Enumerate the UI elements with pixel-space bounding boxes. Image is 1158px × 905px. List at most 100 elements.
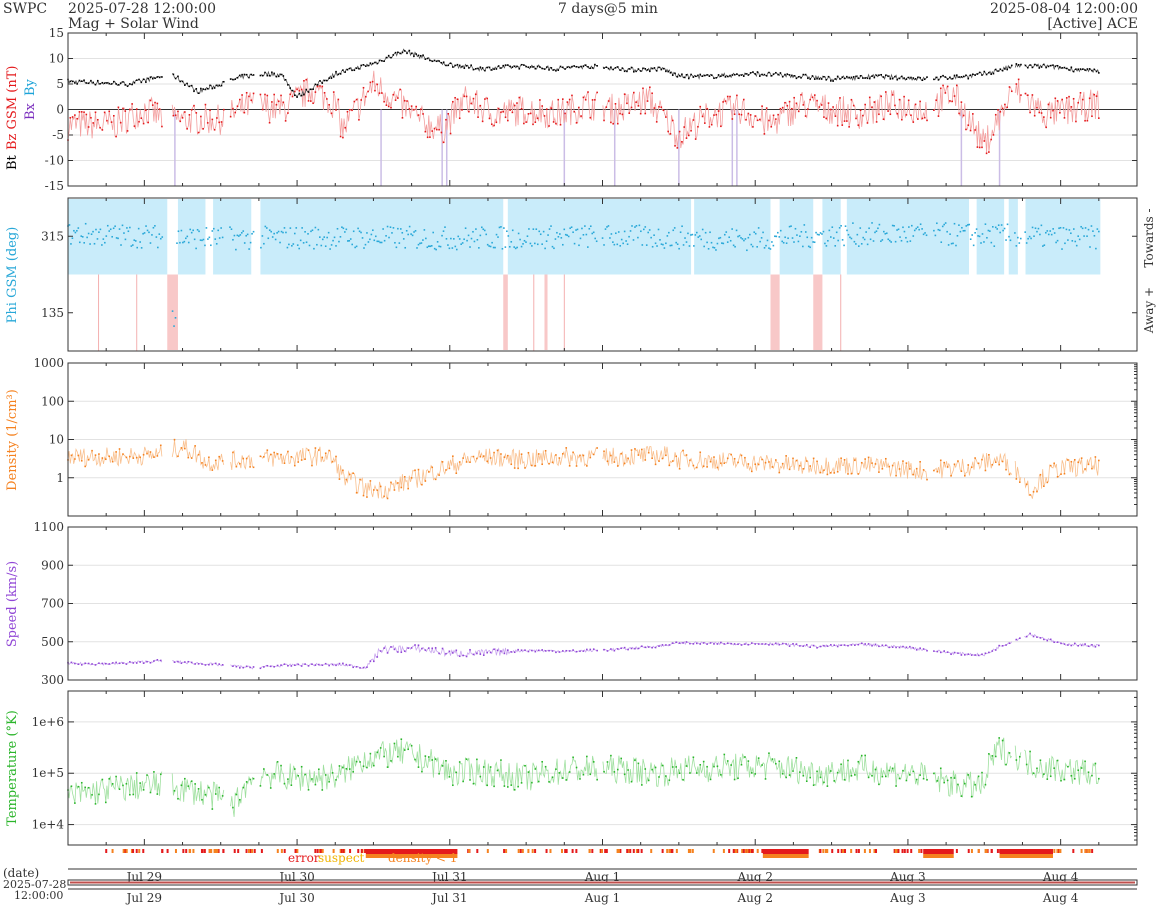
bz-point — [381, 92, 383, 94]
phi-point — [1002, 229, 1004, 232]
bt-point — [328, 77, 330, 79]
speed-point — [465, 655, 468, 658]
phi-point — [268, 229, 271, 232]
phi-point — [1014, 232, 1016, 234]
temperature-point — [534, 768, 537, 770]
density-point — [293, 464, 296, 467]
temperature-point — [218, 786, 220, 789]
speed-point — [273, 665, 275, 668]
temperature-point — [493, 785, 495, 788]
phi-point — [199, 239, 202, 241]
speed-point — [393, 648, 396, 651]
bz-point — [818, 106, 821, 108]
speed-point — [826, 645, 829, 647]
phi-point — [538, 230, 541, 233]
speed-point — [400, 651, 403, 654]
phi-point — [589, 225, 592, 228]
temperature-point — [424, 755, 427, 757]
bz-point — [580, 115, 582, 117]
phi-point — [913, 229, 916, 232]
phi-point — [706, 241, 708, 244]
speed-point — [541, 649, 543, 651]
density-point — [620, 452, 623, 455]
bt-point — [69, 80, 72, 83]
phi-point — [603, 244, 605, 246]
temperature-point — [616, 768, 619, 771]
temperature-point — [878, 783, 880, 786]
density-point — [912, 473, 915, 476]
bt-point — [749, 72, 752, 74]
phi-point — [321, 238, 324, 241]
bz-point — [300, 88, 303, 91]
speed-point — [616, 648, 619, 650]
towards-band — [846, 199, 970, 275]
speed-point — [445, 652, 447, 655]
phi-point — [1078, 238, 1081, 241]
bt-point — [463, 67, 466, 69]
phi-point — [136, 246, 139, 249]
flag-mark — [360, 849, 363, 853]
phi-point — [744, 238, 747, 240]
phi-point — [610, 233, 613, 235]
density-point — [177, 455, 179, 458]
temperature-point — [988, 753, 990, 755]
bt-point — [763, 73, 766, 76]
bz-point — [749, 114, 752, 116]
phi-point — [687, 232, 689, 235]
bz-point — [768, 119, 770, 122]
bt-point — [923, 78, 926, 81]
bt-point — [903, 77, 905, 79]
phi-point — [937, 228, 940, 231]
towards-band — [1008, 199, 1018, 275]
temperature-point — [720, 773, 722, 776]
speed-point — [984, 652, 987, 655]
phi-point — [1019, 237, 1022, 240]
phi-point — [383, 239, 386, 242]
density-point — [1032, 490, 1035, 493]
phi-point — [296, 244, 299, 246]
speed-point — [362, 666, 365, 669]
density-point — [1005, 468, 1007, 471]
phi-point — [323, 236, 326, 238]
bt-point — [296, 96, 298, 98]
bz-point — [442, 141, 445, 144]
flag-mark — [1072, 849, 1075, 853]
speed-point — [87, 662, 90, 665]
bz-point — [284, 120, 287, 122]
bz-point — [939, 87, 942, 90]
bt-point — [470, 64, 472, 67]
bz-point — [589, 116, 592, 119]
phi-point — [888, 239, 891, 242]
bt-point — [653, 67, 656, 69]
temperature-point — [476, 758, 478, 761]
speed-ylabel-group: Speed (km/s) — [5, 561, 20, 647]
bz-point — [623, 93, 626, 95]
bt-point — [222, 80, 225, 83]
bt-point — [999, 68, 1002, 70]
bz-point — [866, 122, 869, 124]
bz-point — [775, 118, 777, 120]
phi-point — [372, 229, 374, 232]
density-point — [977, 462, 980, 465]
phi-point — [373, 239, 376, 242]
temperature-point — [431, 759, 434, 761]
flag-mark — [1088, 849, 1091, 853]
phi-point — [557, 235, 560, 238]
phi-point — [893, 225, 895, 227]
density-point — [544, 449, 547, 452]
phi-point — [108, 230, 111, 232]
temperature-point — [768, 752, 770, 755]
temperature-point — [74, 802, 76, 804]
phi-point — [1040, 224, 1043, 227]
speed-point — [823, 644, 825, 647]
bt-point — [756, 71, 759, 73]
bz-point — [484, 98, 486, 100]
phi-point — [625, 240, 627, 242]
phi-point — [787, 237, 789, 240]
density-point — [314, 447, 317, 449]
bt-point — [607, 67, 610, 70]
temperature-point — [273, 773, 275, 775]
bz-point — [495, 121, 498, 124]
bz-point — [946, 85, 949, 88]
phi-point — [673, 227, 676, 229]
